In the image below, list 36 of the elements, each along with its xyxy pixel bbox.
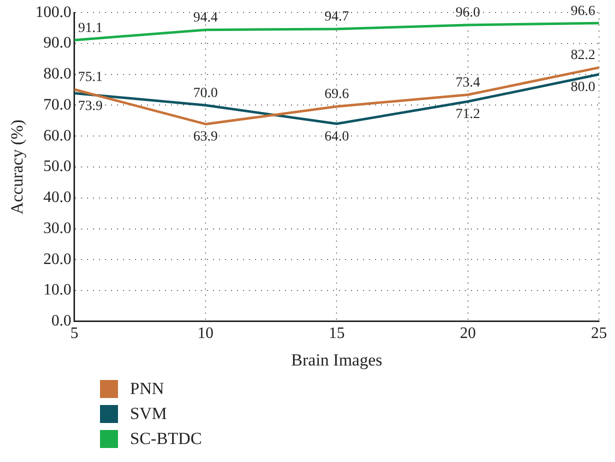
x-tick-label: 5 — [70, 325, 78, 342]
legend-label: PNN — [130, 378, 164, 398]
data-label: 82.2 — [570, 48, 596, 64]
y-tick-label: 80.0 — [43, 66, 72, 83]
data-label: 73.4 — [456, 75, 480, 90]
data-label: 73.9 — [78, 98, 103, 114]
y-tick-label: 20.0 — [43, 250, 72, 268]
y-tick-label: 10.0 — [43, 282, 72, 299]
legend-label: SC-BTDC — [130, 428, 202, 448]
y-tick-label: 50.0 — [43, 158, 72, 176]
data-label: 94.4 — [193, 10, 218, 26]
data-label: 64.0 — [324, 129, 349, 144]
y-tick-label: 100.0 — [35, 4, 72, 21]
y-tick-label: 70.0 — [43, 96, 72, 114]
data-label: 96.0 — [456, 6, 480, 21]
data-label: 91.1 — [78, 20, 103, 36]
data-label: 75.1 — [78, 70, 103, 86]
x-axis-title: Brain Images — [291, 350, 382, 370]
data-label: 71.2 — [456, 107, 480, 122]
data-label: 94.7 — [324, 10, 349, 25]
y-tick-label: 90.0 — [43, 34, 72, 52]
data-label: 80.0 — [570, 80, 596, 96]
data-label: 70.0 — [193, 86, 218, 101]
data-label: 63.9 — [193, 130, 218, 145]
legend-label: SVM — [130, 404, 167, 424]
y-axis-title: Accuracy (%) — [8, 120, 27, 214]
y-tick-label: 30.0 — [43, 220, 72, 237]
data-label: 96.6 — [570, 4, 596, 19]
x-tick-label: 15 — [328, 325, 345, 342]
x-tick-label: 10 — [198, 325, 214, 342]
x-tick-label: 20 — [460, 325, 476, 342]
x-tick-label: 25 — [591, 325, 607, 342]
y-tick-label: 60.0 — [43, 127, 72, 144]
y-tick-label: 40.0 — [43, 189, 72, 206]
data-label: 69.6 — [324, 87, 349, 102]
y-tick-label: 0.0 — [51, 312, 72, 330]
